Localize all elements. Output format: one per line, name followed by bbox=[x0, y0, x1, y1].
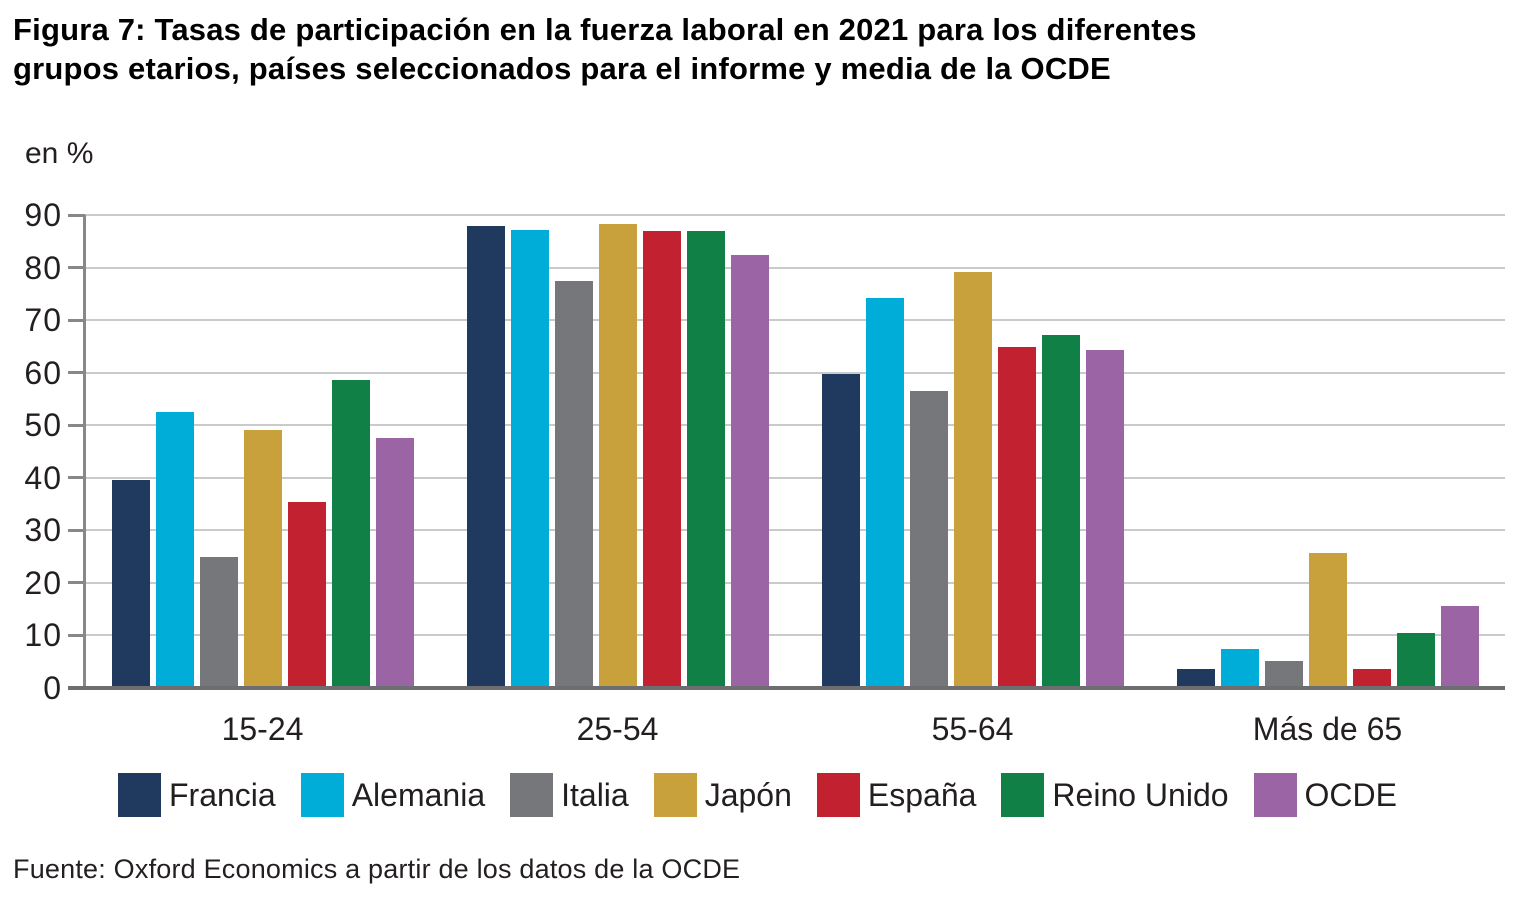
gridline-80 bbox=[85, 266, 1505, 269]
legend-label-alemania: Alemania bbox=[351, 777, 486, 813]
bar-ocde-15-24 bbox=[375, 438, 414, 688]
y-axis-tick-20 bbox=[68, 581, 85, 585]
y-axis-unit-label: en % bbox=[25, 137, 94, 170]
y-tick-label-70: 70 bbox=[24, 302, 62, 339]
y-axis-tick-60 bbox=[68, 371, 85, 375]
bar-ocde-55-64 bbox=[1085, 349, 1124, 688]
bar-francia-15-24 bbox=[111, 479, 150, 688]
x-axis-labels: 15-24 25-54 55-64 Más de 65 bbox=[85, 711, 1505, 751]
bar-ocde-25-54 bbox=[730, 255, 769, 688]
gridline-20 bbox=[85, 581, 1505, 584]
legend-label-reino-unido: Reino Unido bbox=[1052, 777, 1229, 813]
bar-alemania-15-24 bbox=[155, 412, 194, 688]
bar-japon-mas-de-65 bbox=[1308, 553, 1347, 688]
y-axis-tick-40 bbox=[68, 476, 85, 480]
legend-item-reino-unido: Reino Unido bbox=[1001, 773, 1229, 817]
chart-legend: Francia Alemania Italia Japón España Reino Un… bbox=[0, 773, 1515, 817]
bar-reino-unido-55-64 bbox=[1041, 334, 1080, 688]
ocde-color-swatch bbox=[1253, 773, 1297, 817]
legend-item-japon: Japón bbox=[653, 773, 792, 817]
gridline-70 bbox=[85, 319, 1505, 322]
bar-espana-25-54 bbox=[642, 230, 681, 688]
bar-italia-25-54 bbox=[554, 281, 593, 688]
italia-color-swatch bbox=[510, 773, 554, 817]
bar-francia-mas-de-65 bbox=[1176, 669, 1215, 688]
x-axis-label-25-54: 25-54 bbox=[576, 711, 659, 747]
y-axis-tick-70 bbox=[68, 318, 85, 322]
y-tick-label-0: 0 bbox=[43, 670, 62, 706]
bar-italia-15-24 bbox=[199, 556, 238, 688]
x-axis-label-55-64: 55-64 bbox=[931, 711, 1014, 747]
y-tick-label-40: 40 bbox=[24, 459, 62, 496]
bar-alemania-mas-de-65 bbox=[1220, 648, 1259, 688]
y-axis-tick-50 bbox=[68, 423, 85, 427]
x-axis-line bbox=[68, 686, 1505, 690]
gridline-10 bbox=[85, 634, 1505, 637]
y-tick-label-90: 90 bbox=[24, 197, 62, 233]
bar-italia-55-64 bbox=[909, 390, 948, 688]
legend-item-italia: Italia bbox=[510, 773, 629, 817]
reino-unido-color-swatch bbox=[1001, 773, 1045, 817]
y-tick-label-20: 20 bbox=[24, 564, 62, 601]
gridline-40 bbox=[85, 476, 1505, 479]
bar-francia-25-54 bbox=[466, 225, 505, 688]
legend-item-espana: España bbox=[816, 773, 977, 817]
y-tick-label-10: 10 bbox=[24, 617, 62, 654]
bar-reino-unido-mas-de-65 bbox=[1396, 632, 1435, 688]
japon-color-swatch bbox=[653, 773, 697, 817]
y-tick-label-80: 80 bbox=[24, 249, 62, 286]
y-tick-label-60: 60 bbox=[24, 354, 62, 391]
x-axis-label-15-24: 15-24 bbox=[221, 711, 304, 747]
y-tick-label-50: 50 bbox=[24, 407, 62, 444]
y-axis-tick-80 bbox=[68, 266, 85, 270]
bar-francia-55-64 bbox=[821, 374, 860, 688]
figure-title: Figura 7: Tasas de participación en la f… bbox=[13, 12, 1197, 86]
legend-item-alemania: Alemania bbox=[300, 773, 486, 817]
espana-color-swatch bbox=[816, 773, 860, 817]
bar-japon-15-24 bbox=[243, 430, 282, 688]
legend-label-francia: Francia bbox=[169, 777, 276, 813]
gridline-90 bbox=[85, 214, 1505, 216]
bar-espana-55-64 bbox=[997, 347, 1036, 688]
bar-alemania-25-54 bbox=[510, 229, 549, 688]
legend-label-ocde: OCDE bbox=[1304, 777, 1397, 813]
bar-reino-unido-15-24 bbox=[331, 379, 370, 688]
legend-label-italia: Italia bbox=[561, 777, 629, 813]
bar-alemania-55-64 bbox=[865, 297, 904, 688]
y-axis-tick-90 bbox=[68, 213, 85, 217]
y-axis-tick-30 bbox=[68, 528, 85, 532]
alemania-color-swatch bbox=[300, 773, 344, 817]
bar-japon-25-54 bbox=[598, 224, 637, 688]
legend-label-espana: España bbox=[867, 777, 977, 813]
bar-italia-mas-de-65 bbox=[1264, 660, 1303, 688]
gridline-50 bbox=[85, 424, 1505, 427]
source-note: Fuente: Oxford Economics a partir de los… bbox=[13, 854, 741, 884]
gridline-30 bbox=[85, 529, 1505, 532]
bar-espana-mas-de-65 bbox=[1352, 669, 1391, 688]
y-axis-tick-10 bbox=[68, 633, 85, 637]
y-axis-ticks: 0 10 20 30 40 50 60 70 80 90 bbox=[0, 197, 62, 706]
y-tick-label-30: 30 bbox=[24, 512, 62, 549]
legend-item-ocde: OCDE bbox=[1253, 773, 1397, 817]
legend-item-francia: Francia bbox=[118, 773, 276, 817]
bar-espana-15-24 bbox=[287, 502, 326, 688]
legend-label-japon: Japón bbox=[704, 777, 792, 813]
bar-japon-55-64 bbox=[953, 272, 992, 688]
francia-color-swatch bbox=[118, 773, 161, 817]
y-axis-line bbox=[83, 215, 86, 688]
gridline-60 bbox=[85, 371, 1505, 374]
bar-ocde-mas-de-65 bbox=[1440, 606, 1479, 688]
x-axis-label-mas-de-65: Más de 65 bbox=[1252, 711, 1403, 747]
plot-area bbox=[68, 213, 1505, 690]
bar-reino-unido-25-54 bbox=[686, 231, 725, 688]
